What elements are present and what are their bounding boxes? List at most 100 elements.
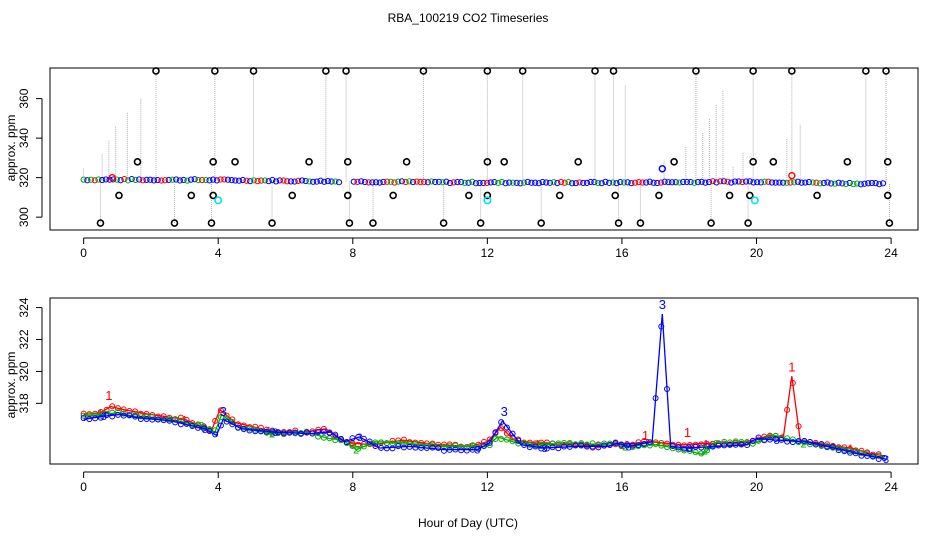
top-data-point bbox=[428, 178, 435, 185]
top-data-point bbox=[258, 177, 265, 184]
top-x-tick-label: 0 bbox=[80, 246, 87, 260]
top-data-point bbox=[513, 179, 520, 186]
series-3-point bbox=[726, 441, 733, 448]
series-3-point bbox=[372, 442, 379, 449]
top-flagged-mid-point bbox=[402, 158, 411, 166]
series-3-point bbox=[589, 444, 596, 451]
top-data-point bbox=[446, 179, 454, 187]
top-data-point bbox=[143, 176, 150, 183]
top-data-point bbox=[609, 179, 616, 186]
series-2-point bbox=[246, 425, 253, 432]
x-axis-label: Hour of Day (UTC) bbox=[418, 516, 518, 530]
series-2-point bbox=[269, 430, 276, 437]
top-data-point bbox=[498, 178, 505, 186]
bottom-y-tick-label: 324 bbox=[17, 297, 31, 317]
top-data-point bbox=[868, 179, 876, 187]
top-data-point bbox=[276, 177, 283, 184]
series-3-point bbox=[578, 442, 585, 449]
series-1-point bbox=[784, 406, 791, 413]
top-data-point bbox=[687, 178, 694, 186]
series-1-point bbox=[503, 430, 510, 437]
top-data-point bbox=[761, 178, 768, 185]
series-3-point bbox=[149, 416, 156, 423]
top-data-point bbox=[668, 179, 676, 186]
top-data-point bbox=[539, 178, 546, 186]
series-3-point bbox=[772, 435, 779, 442]
top-data-point bbox=[676, 179, 683, 186]
top-flagged-mid-point bbox=[813, 191, 821, 200]
top-flagged-mid-point bbox=[343, 191, 352, 200]
series-3-line bbox=[83, 313, 887, 460]
bottom-x-tick-label: 4 bbox=[215, 480, 222, 494]
top-data-point bbox=[350, 178, 357, 185]
series-3-point bbox=[526, 444, 533, 451]
series-2-point bbox=[669, 445, 676, 452]
series-1-point bbox=[400, 436, 407, 443]
top-data-point bbox=[876, 181, 883, 188]
top-data-point bbox=[213, 177, 220, 184]
series-3-label: 3 bbox=[626, 441, 632, 453]
chart-title: RBA_100219 CO2 Timeseries bbox=[388, 11, 549, 25]
top-data-point bbox=[654, 179, 661, 187]
series-1-point bbox=[109, 403, 116, 410]
series-annotation-label: 3 bbox=[659, 297, 666, 312]
top-flagged-mid-point bbox=[209, 191, 217, 200]
top-flagged-mid-point bbox=[769, 158, 778, 166]
top-data-point bbox=[754, 179, 761, 186]
series-1-point bbox=[217, 407, 224, 414]
top-data-point bbox=[768, 179, 776, 186]
series-3-point bbox=[383, 445, 390, 452]
series-3-point bbox=[629, 442, 636, 449]
top-y-tick-label: 340 bbox=[17, 128, 31, 148]
top-flagged-low-point bbox=[207, 219, 216, 227]
series-3-point bbox=[812, 441, 819, 448]
series-3-point bbox=[269, 427, 276, 434]
top-y-tick-label: 360 bbox=[17, 88, 31, 108]
series-3-point bbox=[755, 434, 762, 441]
bottom-x-tick-label: 20 bbox=[750, 480, 764, 494]
top-data-point bbox=[261, 177, 269, 184]
top-data-point bbox=[321, 178, 328, 185]
series-3-point bbox=[200, 425, 207, 432]
top-x-tick-label: 4 bbox=[215, 246, 222, 260]
series-3-point bbox=[635, 442, 642, 449]
series-3-point bbox=[566, 443, 573, 450]
top-data-point bbox=[206, 177, 213, 184]
series-2-point bbox=[86, 411, 93, 418]
top-data-point bbox=[198, 176, 206, 184]
top-data-point bbox=[835, 179, 842, 186]
series-3-point bbox=[235, 424, 242, 431]
top-data-point bbox=[879, 180, 887, 187]
series-3-point bbox=[137, 415, 144, 422]
series-2-point bbox=[320, 434, 327, 441]
series-3-point bbox=[114, 411, 121, 418]
top-data-point bbox=[295, 177, 302, 184]
series-3-point bbox=[532, 443, 539, 450]
top-data-point bbox=[576, 179, 583, 186]
series-3-point bbox=[446, 446, 453, 453]
top-blue-spike-point bbox=[658, 165, 667, 173]
top-data-point bbox=[816, 180, 824, 187]
series-3-label: 3 bbox=[774, 435, 780, 447]
series-3-point bbox=[481, 442, 487, 449]
top-data-point bbox=[580, 179, 587, 187]
top-data-point bbox=[284, 178, 291, 185]
series-3-point bbox=[778, 436, 785, 443]
series-3-point bbox=[601, 442, 608, 449]
top-data-point bbox=[783, 179, 790, 186]
series-2-point bbox=[120, 410, 127, 417]
series-3-point bbox=[841, 448, 848, 455]
top-data-point bbox=[813, 179, 820, 186]
series-3-point bbox=[583, 443, 590, 450]
series-3-point bbox=[423, 445, 430, 452]
series-3-point bbox=[240, 425, 247, 432]
top-flagged-low-point bbox=[614, 219, 623, 227]
top-data-point bbox=[765, 178, 772, 185]
top-data-point bbox=[524, 178, 531, 186]
series-2-point bbox=[561, 440, 568, 447]
series-3-point bbox=[658, 323, 665, 330]
series-3-point bbox=[320, 428, 327, 435]
top-data-point bbox=[139, 177, 146, 184]
series-3-point bbox=[766, 436, 773, 443]
series-1-point bbox=[315, 426, 322, 433]
